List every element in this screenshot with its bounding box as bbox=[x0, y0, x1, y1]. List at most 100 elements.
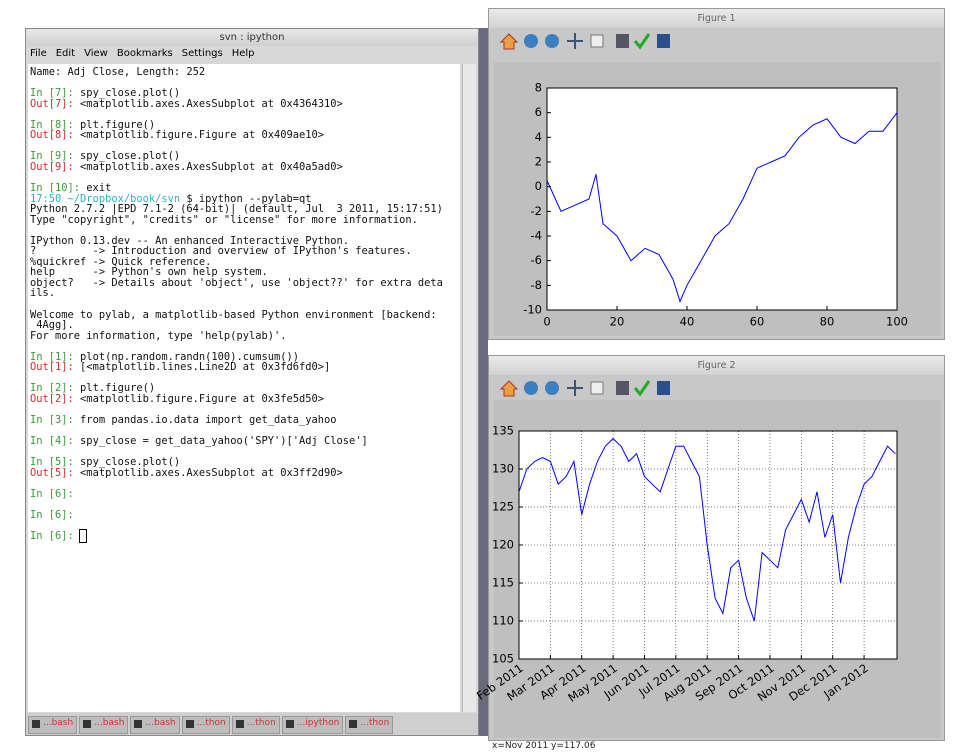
line-text: spy_close.plot() bbox=[73, 456, 181, 469]
status-text: x=Nov 2011 y=117.06 bbox=[492, 741, 596, 751]
toolbar bbox=[499, 380, 670, 397]
terminal-line: In [10]: exit bbox=[30, 183, 458, 194]
terminal-line: ils. bbox=[30, 288, 458, 299]
prompt: In [3]: bbox=[30, 414, 74, 427]
terminal-line: In [7]: spy_close.plot() bbox=[30, 88, 458, 99]
blank-line bbox=[30, 478, 458, 489]
prompt: 17:50 ~/Dropbox/book/svn bbox=[30, 192, 181, 205]
line-text: %quickref -> Quick reference. bbox=[30, 255, 212, 268]
prompt: In [6]: bbox=[30, 508, 74, 521]
subplots-button[interactable] bbox=[616, 34, 629, 48]
save-button[interactable] bbox=[657, 381, 670, 395]
back-button[interactable] bbox=[524, 381, 538, 395]
tab[interactable]: ...thon bbox=[345, 716, 394, 734]
line-text: ? -> Introduction and overview of IPytho… bbox=[30, 245, 412, 258]
save-button[interactable] bbox=[657, 34, 670, 48]
tab[interactable]: ...bash bbox=[28, 716, 78, 734]
line-text: <matplotlib.figure.Figure at 0x409ae10> bbox=[73, 129, 325, 142]
line-text: [<matplotlib.lines.Line2D at 0x3fd6fd0>] bbox=[73, 361, 331, 374]
line-text: <matplotlib.axes.AxesSubplot at 0x436431… bbox=[73, 97, 343, 110]
prompt: In [6]: bbox=[30, 487, 74, 500]
prompt: Out[8]: bbox=[30, 129, 74, 142]
terminal-output: Name: Adj Close, Length: 252 In [7]: spy… bbox=[28, 64, 460, 712]
back-button[interactable] bbox=[524, 34, 538, 48]
line-text: IPython 0.13.dev -- An enhanced Interact… bbox=[30, 234, 350, 247]
menu-item[interactable]: Bookmarks bbox=[116, 48, 173, 59]
terminal-line: Type "copyright", "credits" or "license"… bbox=[30, 213, 458, 226]
pan-button[interactable] bbox=[567, 380, 583, 396]
forward-button[interactable] bbox=[545, 381, 559, 395]
line-text: Name: Adj Close, Length: 252 bbox=[30, 66, 206, 78]
terminal-line: In [6]: bbox=[30, 489, 458, 500]
prompt: In [8]: bbox=[30, 118, 74, 131]
line-text: $ ipython --pylab=qt bbox=[180, 192, 312, 205]
line-text: For more information, type 'help(pylab)'… bbox=[30, 329, 287, 342]
terminal-line: Out[8]: <matplotlib.figure.Figure at 0x4… bbox=[30, 130, 458, 141]
menu-item[interactable]: Help bbox=[231, 48, 255, 59]
edit-button[interactable] bbox=[633, 33, 651, 50]
scrollbar[interactable] bbox=[462, 64, 476, 712]
terminal-line: In [1]: plot(np.random.randn(100).cumsum… bbox=[30, 350, 458, 363]
prompt: Out[1]: bbox=[30, 361, 74, 374]
blank-line bbox=[30, 521, 458, 532]
terminal-line: Out[7]: <matplotlib.axes.AxesSubplot at … bbox=[30, 97, 458, 110]
prompt: Out[9]: bbox=[30, 160, 74, 173]
terminal-line: Name: Adj Close, Length: 252 bbox=[30, 67, 458, 78]
line-text: Type "copyright", "credits" or "license"… bbox=[30, 213, 418, 226]
window-title: svn : ipython bbox=[26, 29, 478, 46]
prompt: In [7]: bbox=[30, 87, 74, 100]
terminal-line: 17:50 ~/Dropbox/book/svn $ ipython --pyl… bbox=[30, 192, 458, 205]
line-text: plt.figure() bbox=[73, 118, 156, 131]
prompt: Out[5]: bbox=[30, 466, 74, 479]
line-text: plt.figure() bbox=[73, 382, 156, 395]
figure-window: Figure 2 bbox=[488, 355, 945, 741]
zoom-button[interactable] bbox=[590, 381, 604, 395]
terminal-line: %quickref -> Quick reference. bbox=[30, 257, 458, 268]
terminal-line: In [2]: plt.figure() bbox=[30, 383, 458, 394]
terminal-line: 4Agg]. bbox=[30, 320, 458, 331]
prompt: In [1]: bbox=[30, 350, 74, 363]
tab[interactable]: ...thon bbox=[181, 716, 230, 734]
menu-item[interactable]: Settings bbox=[181, 48, 223, 59]
line-text: <matplotlib.axes.AxesSubplot at 0x3ff2d9… bbox=[73, 466, 343, 479]
terminal-line: In [5]: spy_close.plot() bbox=[30, 457, 458, 468]
terminal-line: Python 2.7.2 |EPD 7.1-2 (64-bit)| (defau… bbox=[30, 204, 458, 215]
line-text: object? -> Details about 'object', use '… bbox=[30, 276, 443, 289]
tab[interactable]: ...ipython bbox=[281, 716, 344, 734]
terminal-line: Out[2]: <matplotlib.figure.Figure at 0x3… bbox=[30, 394, 458, 405]
terminal-line: In [6]: bbox=[30, 529, 458, 544]
terminal-line: Welcome to pylab, a matplotlib-based Pyt… bbox=[30, 308, 458, 321]
window-title: Figure 1 bbox=[489, 9, 944, 28]
window-title: Figure 2 bbox=[489, 356, 944, 375]
line-text: plot(np.random.randn(100).cumsum()) bbox=[73, 350, 300, 363]
tab[interactable]: ...thon bbox=[231, 716, 280, 734]
edit-button[interactable] bbox=[633, 380, 651, 397]
terminal-line: In [3]: from pandas.io.data import get_d… bbox=[30, 415, 458, 426]
terminal-line: In [8]: plt.figure() bbox=[30, 118, 458, 131]
tab[interactable]: ...bash bbox=[79, 716, 129, 734]
prompt: In [4]: bbox=[30, 435, 74, 448]
line-text: Welcome to pylab, a matplotlib-based Pyt… bbox=[30, 308, 437, 321]
line-text: spy_close = get_data_yahoo('SPY')['Adj C… bbox=[73, 435, 368, 448]
forward-button[interactable] bbox=[545, 34, 559, 48]
terminal-line: ? -> Introduction and overview of IPytho… bbox=[30, 246, 458, 257]
menu-item[interactable]: View bbox=[84, 48, 108, 59]
menu-item[interactable]: Edit bbox=[55, 48, 76, 59]
line-text: spy_close.plot() bbox=[73, 150, 181, 163]
prompt: In [10]: bbox=[30, 182, 81, 195]
prompt: Out[2]: bbox=[30, 392, 74, 405]
line-text: spy_close.plot() bbox=[73, 87, 181, 100]
zoom-button[interactable] bbox=[590, 34, 604, 48]
line-text: help -> Python's own help system. bbox=[30, 266, 268, 279]
home-button[interactable] bbox=[499, 380, 519, 397]
tab[interactable]: ...bash bbox=[130, 716, 180, 734]
line-text: from pandas.io.data import get_data_yaho… bbox=[73, 414, 337, 427]
home-button[interactable] bbox=[499, 33, 519, 50]
subplots-button[interactable] bbox=[616, 381, 629, 395]
prompt: Out[7]: bbox=[30, 97, 74, 110]
prompt: In [6]: bbox=[30, 530, 74, 543]
pan-button[interactable] bbox=[567, 33, 583, 49]
terminal-line: In [9]: spy_close.plot() bbox=[30, 151, 458, 162]
menu-item[interactable]: File bbox=[30, 48, 47, 59]
